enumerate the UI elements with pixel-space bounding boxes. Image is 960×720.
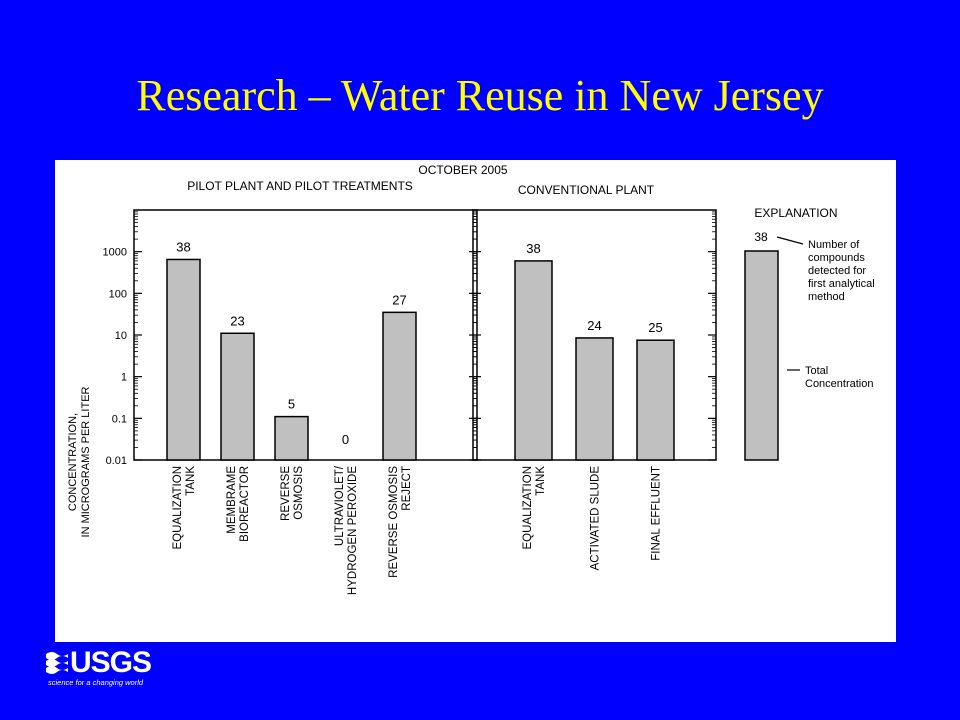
y-tick-label: 0.01 [106,455,127,467]
explanation-example-bar [744,250,779,461]
bar [575,337,614,461]
category-label: ACTIVATED SLUDE [590,466,602,571]
explanation-title: EXPLANATION [754,206,837,220]
chart-figure: OCTOBER 2005 PILOT PLANT AND PILOT TREAT… [55,160,896,642]
usgs-logo: USGS science for a changing world [46,648,166,688]
explanation-count-note-line: method [808,291,845,303]
category-label: EQUALIZATION TANK [522,466,547,550]
category-label-line: EQUALIZATION [522,466,534,550]
pilot-panel-title: PILOT PLANT AND PILOT TREATMENTS [187,179,413,193]
explanation-count-note-line: first analytical [808,278,875,290]
category-label: EQUALIZATION TANK [172,466,197,550]
explanation-total-note-line: Total [805,365,828,377]
y-tick-labels: 0.01 0.1 1 10 100 1000 [103,247,127,467]
usgs-wave-icon [46,652,68,674]
category-label: REVERSE OSMOSIS [280,466,305,521]
explanation-total-note-line: Concentration [805,378,874,390]
explanation-example-label: 38 [754,230,768,244]
category-label-line: ULTRAVIOLET/ [334,465,346,546]
bar [274,415,309,461]
bar [514,260,553,461]
category-label-line: REVERSE OSMOSIS [388,466,400,578]
bar-count-label: 24 [587,318,601,333]
bar-count-label: 27 [392,292,406,307]
figure-date-label: OCTOBER 2005 [418,163,507,177]
category-label-line: REVERSE [280,466,292,521]
category-label: MEMBRAME BIOREACTOR [226,466,251,542]
y-tick-label: 100 [109,288,127,300]
category-label-line: TANK [185,466,197,496]
explanation-count-note-line: detected for [808,265,866,277]
usgs-logo-text: USGS [70,646,152,679]
conventional-panel-title: CONVENTIONAL PLANT [518,183,655,197]
bar [220,332,255,461]
y-tick-label: 10 [115,330,127,342]
category-label-line: OSMOSIS [293,466,305,520]
explanation-count-note-line: Number of [808,239,860,251]
bar-count-label: 38 [526,241,540,256]
bar [382,311,417,461]
explanation-count-note-line: compounds [808,252,865,264]
explanation-count-leader [776,236,804,245]
bars [166,258,675,461]
category-label-line: MEMBRAME [226,466,238,534]
bar-count-label: 23 [230,313,244,328]
slide-title: Research – Water Reuse in New Jersey [136,71,824,120]
category-labels: EQUALIZATION TANK MEMBRAME BIOREACTOR REVERS… [172,465,663,595]
bar [636,339,675,461]
category-label: REVERSE OSMOSIS REJECT [388,466,413,578]
usgs-logo-tagline: science for a changing world [48,678,144,687]
bar-count-label: 25 [648,320,662,335]
concentration-chart: OCTOBER 2005 PILOT PLANT AND PILOT TREAT… [67,163,875,595]
category-label-line: ACTIVATED SLUDE [590,466,602,571]
y-tick-label: 1 [121,372,127,384]
category-label-line: HYDROGEN PEROXIDE [347,466,359,595]
y-tick-label: 0.1 [112,413,127,425]
conventional-y-ticks [473,211,716,461]
bar-count-label: 38 [176,239,190,254]
category-label-line: FINAL EFFLUENT [651,466,663,561]
category-label-line: REJECT [401,466,413,511]
bar-count-labels: 38 23 5 0 27 38 24 25 [176,239,662,447]
bar [166,258,201,461]
bar-count-label: 0 [342,432,349,447]
y-axis-label-line2: IN MICROGRAMS PER LITER [80,386,92,537]
category-label: FINAL EFFLUENT [651,466,663,561]
y-tick-label: 1000 [103,247,127,259]
y-axis-label-line1: CONCENTRATION, [67,413,79,511]
category-label: ULTRAVIOLET/HYDROGEN PEROXIDE [334,465,359,595]
bar-count-label: 5 [288,397,295,412]
category-label-line: BIOREACTOR [239,466,251,542]
category-label-line: TANK [535,466,547,496]
category-label-line: EQUALIZATION [172,466,184,550]
